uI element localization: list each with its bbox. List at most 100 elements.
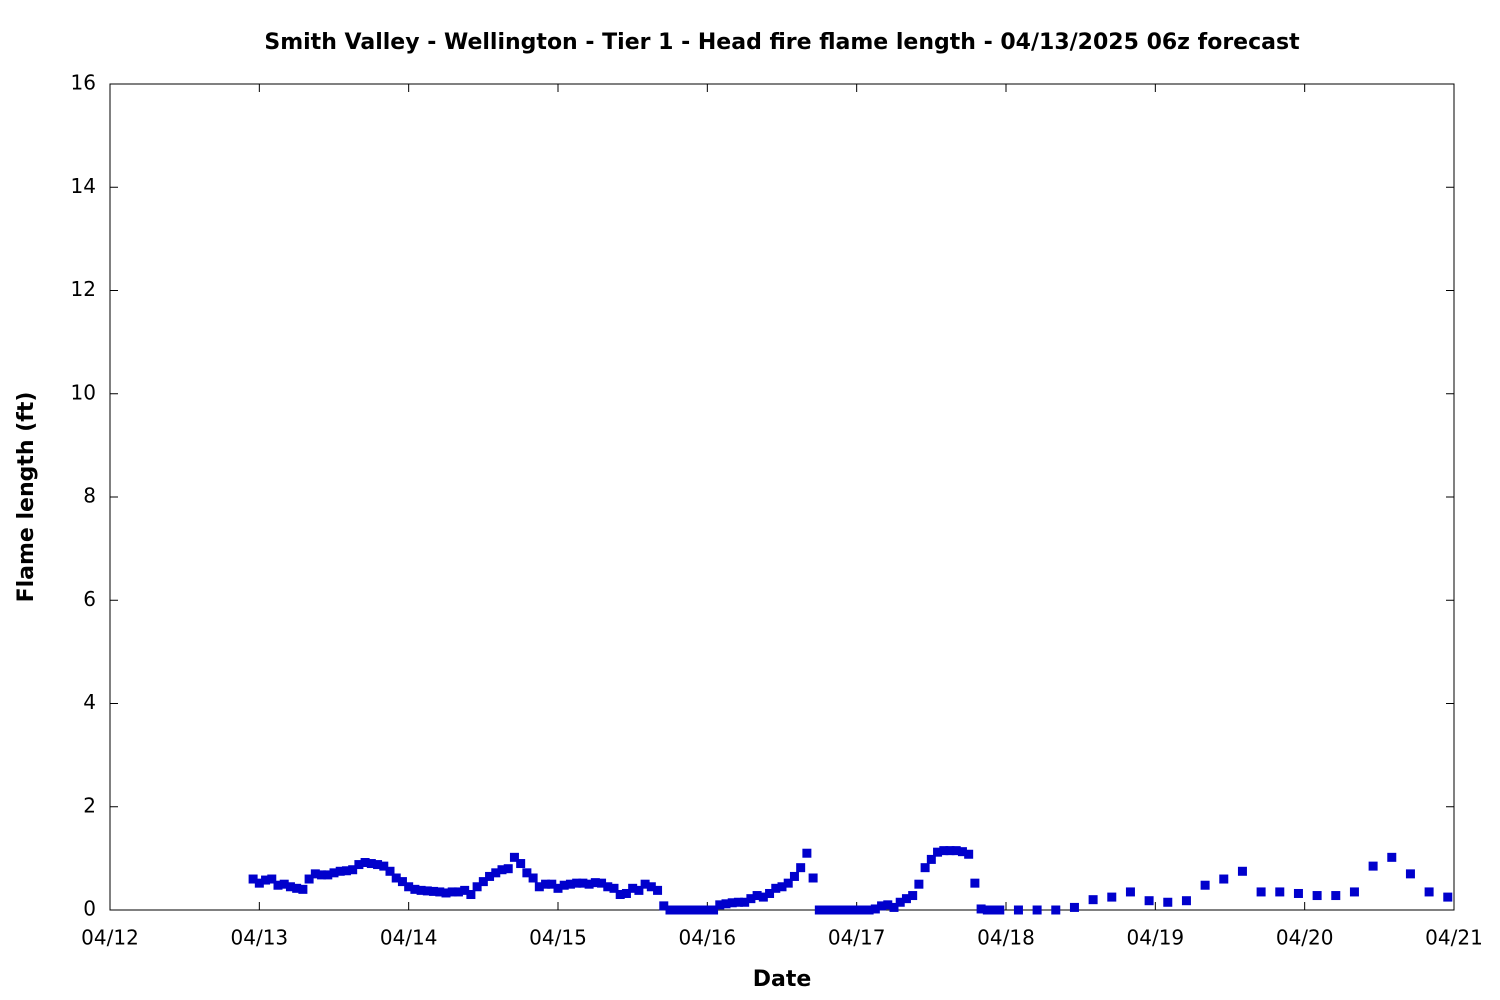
data-point	[877, 901, 887, 911]
data-point	[665, 905, 675, 915]
x-tick-label: 04/19	[1127, 926, 1185, 950]
data-point	[472, 882, 482, 892]
data-point	[1181, 896, 1191, 906]
data-point	[989, 905, 999, 915]
data-point	[796, 863, 806, 873]
data-point	[864, 905, 874, 915]
data-point	[1144, 896, 1154, 906]
data-point	[497, 865, 507, 875]
data-point	[653, 885, 663, 895]
data-point	[926, 854, 936, 864]
data-point	[379, 861, 389, 871]
data-point	[310, 869, 320, 879]
data-point	[1163, 897, 1173, 907]
data-point	[1443, 892, 1453, 902]
data-point	[933, 847, 943, 857]
data-point	[485, 871, 495, 881]
data-point	[852, 905, 862, 915]
data-point	[982, 905, 992, 915]
data-point	[684, 905, 694, 915]
data-point	[422, 886, 432, 896]
data-point	[292, 883, 302, 893]
data-point	[1032, 905, 1042, 915]
plot-frame	[109, 83, 1455, 911]
x-tick-label: 04/14	[380, 926, 438, 950]
data-point	[1200, 880, 1210, 890]
data-point	[615, 890, 625, 900]
data-point	[628, 883, 638, 893]
data-point	[889, 902, 899, 912]
data-point	[385, 866, 395, 876]
data-point	[646, 882, 656, 892]
data-point	[1275, 887, 1285, 897]
data-point	[509, 852, 519, 862]
data-point	[858, 905, 868, 915]
data-point	[634, 885, 644, 895]
data-point	[285, 882, 295, 892]
data-point	[939, 846, 949, 856]
data-point	[453, 887, 463, 897]
data-point	[248, 874, 258, 884]
data-point	[609, 883, 619, 893]
data-point	[671, 905, 681, 915]
data-point	[845, 905, 855, 915]
data-point	[466, 890, 476, 900]
data-point	[528, 873, 538, 883]
y-tick-label: 16	[71, 71, 96, 95]
data-point	[908, 891, 918, 901]
data-point	[814, 905, 824, 915]
data-point	[1051, 905, 1061, 915]
data-point	[758, 892, 768, 902]
data-point	[435, 887, 445, 897]
data-point	[397, 877, 407, 887]
y-tick-label: 12	[71, 277, 96, 301]
data-point	[964, 849, 974, 859]
data-point	[883, 900, 893, 910]
data-point	[746, 894, 756, 904]
data-point	[995, 905, 1005, 915]
data-point	[603, 882, 613, 892]
data-point	[559, 880, 569, 890]
data-point	[572, 878, 582, 888]
y-tick-label: 4	[83, 690, 96, 714]
data-point	[677, 905, 687, 915]
data-point	[777, 882, 787, 892]
data-point	[802, 848, 812, 858]
data-point	[522, 868, 532, 878]
y-tick-label: 10	[71, 380, 96, 404]
data-point	[341, 866, 351, 876]
data-point	[354, 860, 364, 870]
data-point	[640, 879, 650, 889]
data-point	[323, 870, 333, 880]
x-tick-label: 04/21	[1425, 926, 1483, 950]
data-point	[597, 878, 607, 888]
data-point	[895, 897, 905, 907]
data-point	[1424, 887, 1434, 897]
data-point	[584, 879, 594, 889]
data-point	[901, 894, 911, 904]
x-tick-label: 04/17	[828, 926, 886, 950]
data-point	[1387, 852, 1397, 862]
data-point	[715, 900, 725, 910]
data-point	[391, 873, 401, 883]
data-point	[460, 885, 470, 895]
data-point	[1293, 888, 1303, 898]
data-point	[827, 905, 837, 915]
data-point	[945, 846, 955, 856]
data-point	[1088, 895, 1098, 905]
data-point	[752, 891, 762, 901]
data-point	[1107, 892, 1117, 902]
data-point	[1125, 887, 1135, 897]
data-point	[261, 875, 271, 885]
data-point	[709, 905, 719, 915]
data-point	[702, 905, 712, 915]
data-point	[783, 878, 793, 888]
data-point	[1405, 869, 1415, 879]
data-point	[491, 868, 501, 878]
data-point	[254, 878, 264, 888]
data-point	[553, 883, 563, 893]
data-point	[410, 884, 420, 894]
data-point	[659, 901, 669, 911]
data-point	[690, 905, 700, 915]
y-tick-label: 2	[83, 793, 96, 817]
